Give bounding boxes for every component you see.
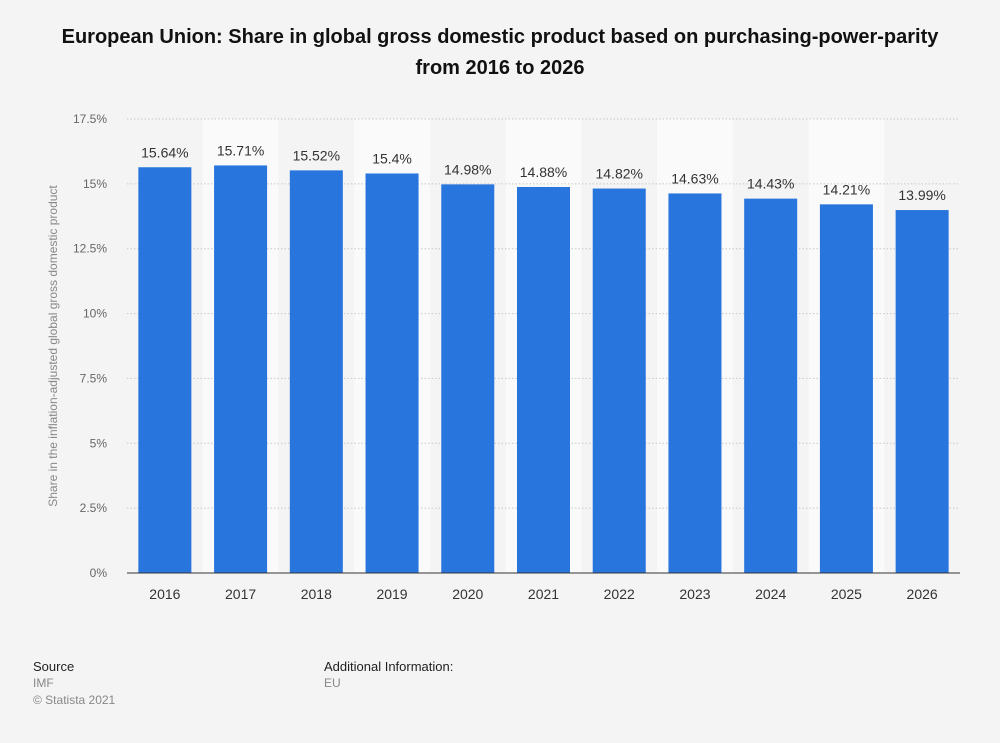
y-tick-label: 2.5% [80,501,108,515]
bar [289,170,343,573]
data-label: 13.99% [898,187,945,203]
bar [138,167,192,573]
additional-info-value: EU [324,676,341,690]
bar [592,188,646,573]
data-label: 14.98% [444,161,491,177]
y-axis-label: Share in the inflation-adjusted global g… [46,185,60,507]
data-label: 14.63% [671,170,718,186]
x-tick-label: 2021 [528,586,559,602]
bar [895,210,949,573]
x-tick-label: 2023 [679,586,710,602]
chart-title: European Union: Share in global gross do… [61,26,939,79]
bar [668,193,722,573]
bar [744,198,798,573]
y-tick-label: 17.5% [73,112,107,126]
y-tick-label: 10% [83,307,107,321]
y-tick-label: 12.5% [73,242,107,256]
x-axis-ticks: 2016 2017 2018 2019 2020 2021 2022 2023 2024 2025… [149,586,938,602]
y-tick-label: 5% [90,436,108,450]
y-axis-ticks: 0% 2.5% 5% 7.5% 10% 12.5% 15% 17.5% [73,112,107,580]
bar [819,204,873,574]
x-tick-label: 2026 [907,586,938,602]
additional-info-block: Additional Information: EU [324,658,453,692]
x-tick-label: 2019 [376,586,407,602]
data-label: 15.64% [141,144,188,160]
data-labels: 15.64% 15.71% 15.52% 15.4% 14.98% 14.88% 14.82… [141,142,946,203]
bar [516,186,571,574]
y-tick-label: 15% [83,177,107,191]
additional-info-heading: Additional Information: [324,659,454,674]
x-tick-label: 2018 [301,586,332,602]
bar-chart: 0% 2.5% 5% 7.5% 10% 12.5% 15% 17.5% 15.64% 15.71… [46,112,960,602]
source-value: IMF [33,676,54,690]
x-tick-label: 2024 [755,586,786,602]
source-block: Source IMF © Statista 2021 [33,658,115,709]
y-tick-label: 7.5% [80,371,108,385]
data-label: 14.21% [823,181,870,197]
bar [365,173,419,574]
data-label: 14.43% [747,176,794,192]
copyright: © Statista 2021 [33,693,116,707]
data-label: 15.71% [217,142,264,158]
y-tick-label: 0% [90,566,108,580]
bar [214,165,268,573]
x-tick-label: 2022 [604,586,635,602]
bars [138,165,949,574]
source-heading: Source [33,659,75,674]
data-label: 14.88% [520,164,567,180]
x-tick-label: 2017 [225,586,256,602]
data-label: 14.82% [595,166,642,182]
data-label: 15.52% [293,147,340,163]
data-label: 15.4% [372,150,412,166]
x-tick-label: 2016 [149,586,180,602]
bar [441,184,495,573]
x-tick-label: 2020 [452,586,483,602]
x-tick-label: 2025 [831,586,862,602]
